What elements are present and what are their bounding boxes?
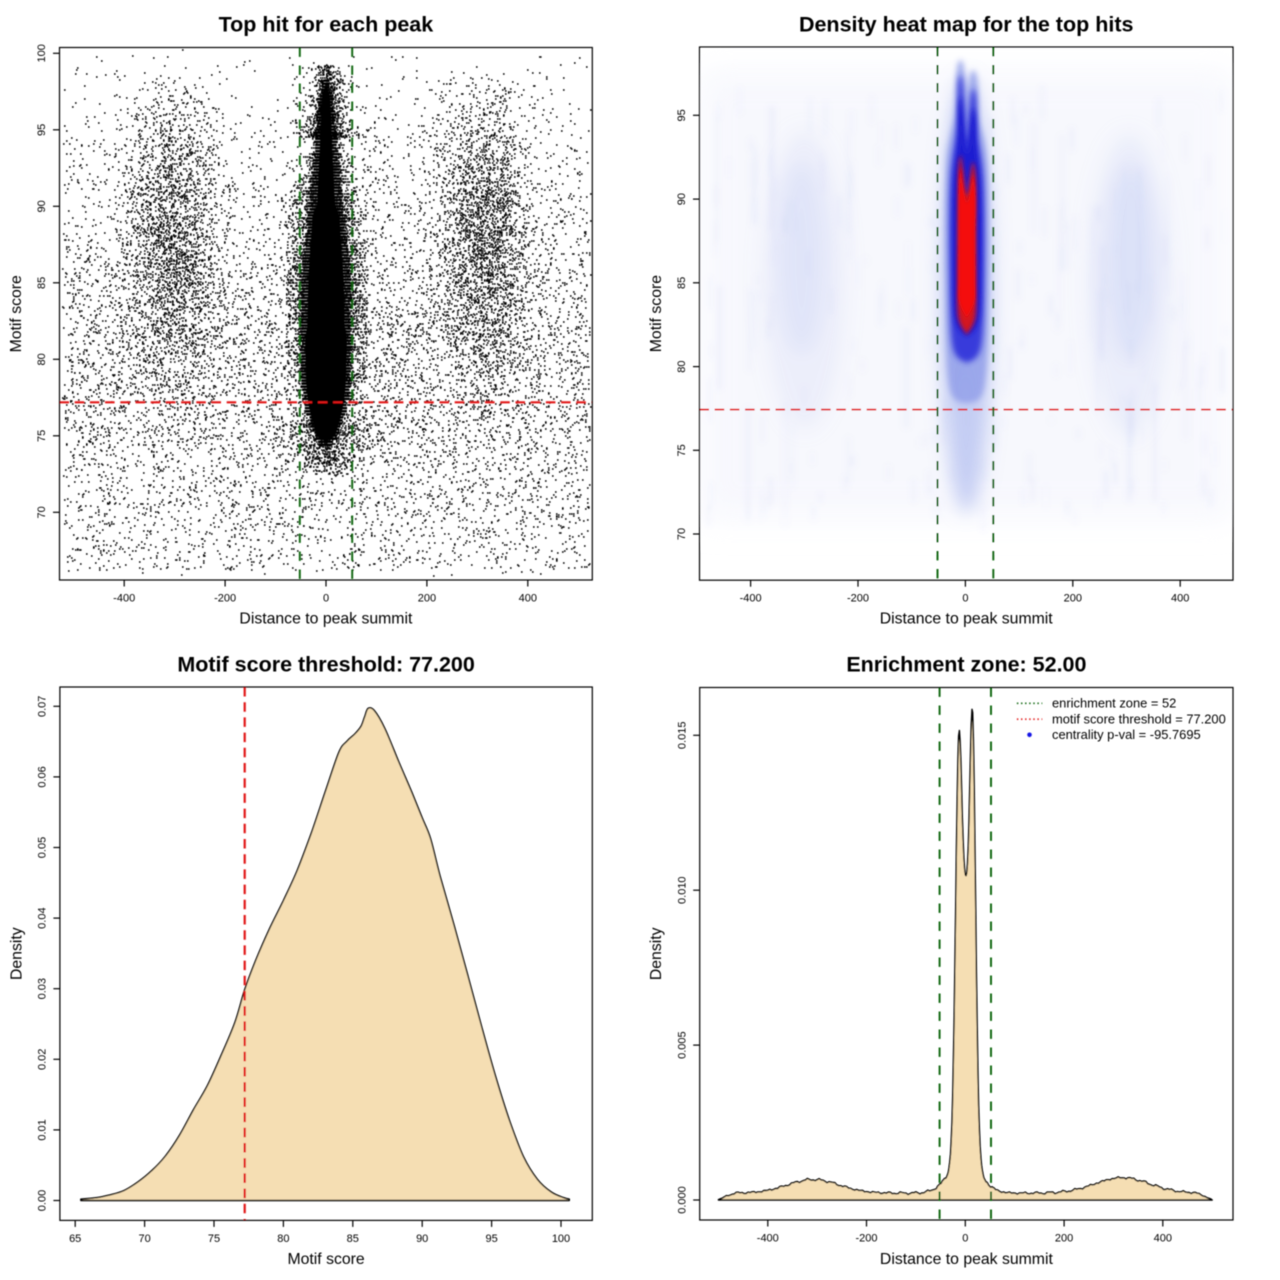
svg-text:90: 90 <box>36 200 48 212</box>
svg-text:Motif score threshold: 77.200: Motif score threshold: 77.200 <box>177 652 475 676</box>
svg-text:0.07: 0.07 <box>37 696 49 717</box>
svg-text:-200: -200 <box>847 593 869 605</box>
svg-text:400: 400 <box>519 592 537 604</box>
svg-text:85: 85 <box>347 1233 359 1245</box>
svg-text:-400: -400 <box>757 1232 779 1244</box>
svg-text:75: 75 <box>676 444 688 456</box>
svg-text:95: 95 <box>676 109 688 121</box>
svg-text:0: 0 <box>962 593 968 605</box>
svg-text:centrality p-val = -95.7695: centrality p-val = -95.7695 <box>1052 727 1201 742</box>
svg-text:-400: -400 <box>740 593 762 605</box>
svg-text:0.01: 0.01 <box>37 1119 49 1140</box>
svg-text:Density heat map for the top h: Density heat map for the top hits <box>799 13 1134 37</box>
svg-text:0.06: 0.06 <box>37 766 49 787</box>
svg-text:80: 80 <box>36 353 48 365</box>
svg-text:400: 400 <box>1154 1232 1172 1244</box>
svg-text:Distance to peak summit: Distance to peak summit <box>239 611 413 628</box>
svg-text:-200: -200 <box>855 1232 877 1244</box>
svg-text:90: 90 <box>416 1233 428 1245</box>
svg-text:70: 70 <box>676 528 688 540</box>
svg-text:70: 70 <box>36 506 48 518</box>
svg-text:Distance to peak summit: Distance to peak summit <box>880 1251 1054 1268</box>
svg-text:100: 100 <box>36 44 48 62</box>
svg-text:95: 95 <box>485 1233 497 1245</box>
svg-text:70: 70 <box>138 1233 150 1245</box>
svg-text:0.02: 0.02 <box>37 1049 49 1070</box>
svg-text:0.015: 0.015 <box>676 722 688 750</box>
svg-text:Motif score: Motif score <box>287 1251 364 1268</box>
svg-text:85: 85 <box>676 277 688 289</box>
svg-text:0.00: 0.00 <box>37 1190 49 1211</box>
svg-text:Motif score: Motif score <box>648 275 665 352</box>
svg-text:0: 0 <box>323 592 329 604</box>
svg-text:-400: -400 <box>113 592 135 604</box>
svg-text:enrichment zone = 52: enrichment zone = 52 <box>1052 696 1176 711</box>
svg-text:400: 400 <box>1171 593 1189 605</box>
svg-text:200: 200 <box>418 592 436 604</box>
svg-text:Density: Density <box>8 927 25 980</box>
svg-text:Motif score: Motif score <box>8 275 25 352</box>
svg-text:80: 80 <box>277 1233 289 1245</box>
svg-text:75: 75 <box>208 1233 220 1245</box>
svg-text:0: 0 <box>962 1232 968 1244</box>
svg-text:0.005: 0.005 <box>676 1031 688 1059</box>
svg-text:0.03: 0.03 <box>37 978 49 999</box>
svg-text:Distance to peak summit: Distance to peak summit <box>880 611 1054 628</box>
svg-text:200: 200 <box>1064 593 1082 605</box>
svg-text:Enrichment zone: 52.00: Enrichment zone: 52.00 <box>846 652 1086 676</box>
svg-text:0.04: 0.04 <box>37 907 49 928</box>
svg-text:80: 80 <box>676 360 688 372</box>
svg-text:0.05: 0.05 <box>37 837 49 858</box>
svg-text:0.010: 0.010 <box>676 876 688 904</box>
svg-text:65: 65 <box>69 1233 81 1245</box>
svg-text:100: 100 <box>552 1233 570 1245</box>
svg-text:75: 75 <box>36 430 48 442</box>
svg-text:85: 85 <box>36 277 48 289</box>
svg-text:95: 95 <box>36 124 48 136</box>
svg-text:Top hit for each peak: Top hit for each peak <box>219 13 434 37</box>
svg-text:-200: -200 <box>214 592 236 604</box>
svg-text:motif score threshold = 77.200: motif score threshold = 77.200 <box>1052 711 1226 726</box>
svg-text:Density: Density <box>648 927 665 980</box>
svg-text:200: 200 <box>1055 1232 1073 1244</box>
svg-text:0.000: 0.000 <box>676 1186 688 1214</box>
svg-text:90: 90 <box>676 193 688 205</box>
